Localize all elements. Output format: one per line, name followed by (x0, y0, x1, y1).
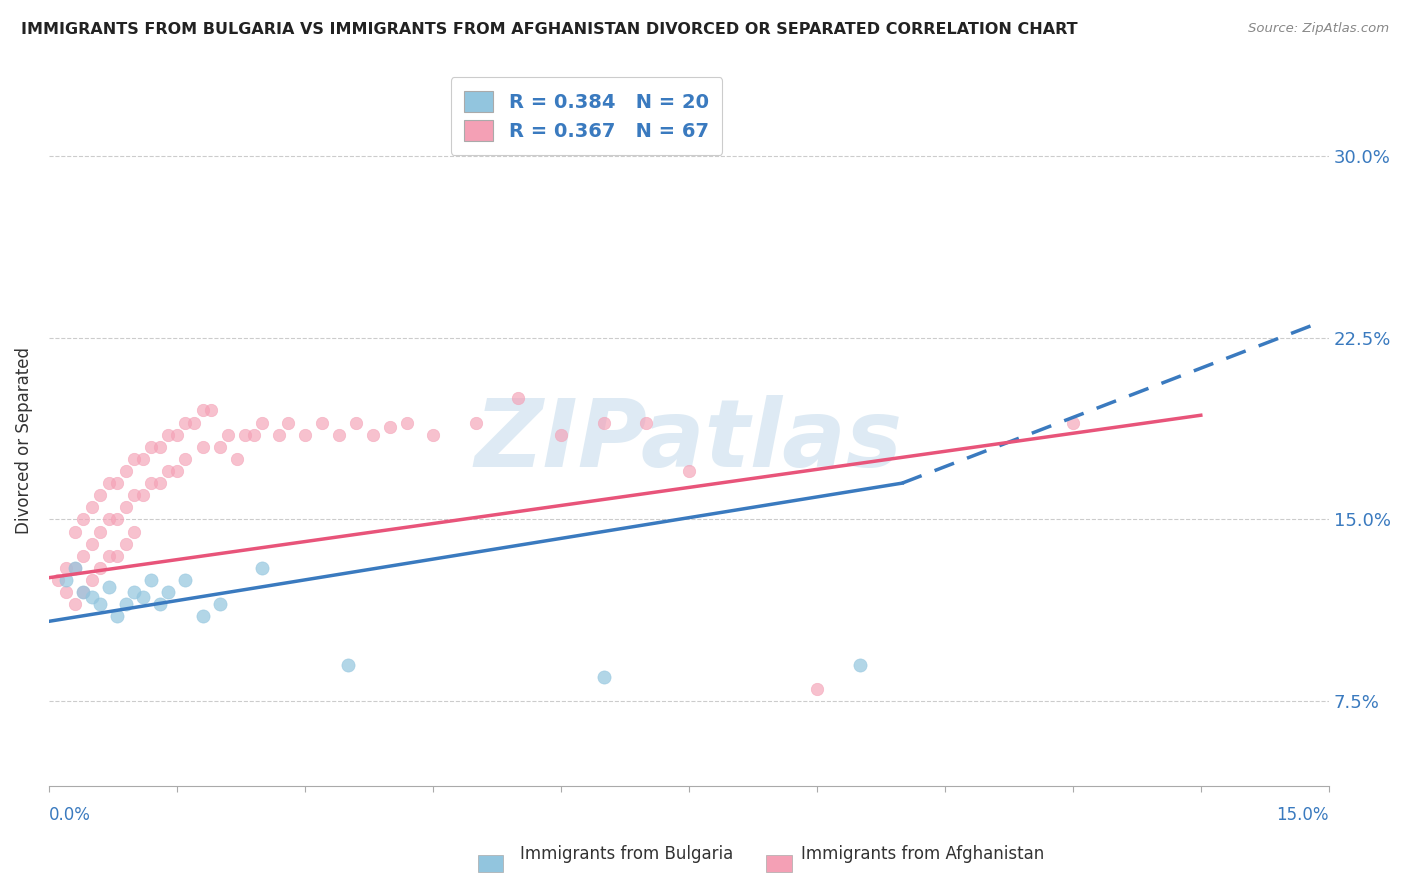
Point (233, 427, 256, 442)
Point (105, 549, 128, 563)
Point (105, 512, 128, 526)
Point (344, 416, 367, 430)
Point (636, 416, 658, 430)
Point (46, 573, 69, 587)
Point (89, 488, 111, 502)
Point (141, 440, 163, 454)
Point (149, 598, 172, 612)
Point (55, 561, 77, 575)
Point (89, 561, 111, 575)
Point (97, 549, 120, 563)
Point (80, 590, 103, 604)
Text: Source: ZipAtlas.com: Source: ZipAtlas.com (1249, 22, 1389, 36)
Point (242, 427, 264, 442)
Point (174, 416, 197, 430)
Legend: R = 0.384   N = 20, R = 0.367   N = 67: R = 0.384 N = 20, R = 0.367 N = 67 (450, 78, 723, 154)
Point (80, 573, 103, 587)
Point (157, 585, 180, 599)
Point (124, 585, 146, 599)
Point (132, 590, 155, 604)
Point (191, 440, 214, 454)
Point (217, 427, 239, 442)
Point (97, 476, 120, 491)
Point (1062, 416, 1084, 430)
Point (806, 682, 828, 697)
Point (380, 420, 402, 434)
Text: 15.0%: 15.0% (1277, 805, 1329, 823)
Point (105, 476, 128, 491)
Point (157, 464, 180, 478)
Point (63, 561, 86, 575)
Point (252, 561, 274, 575)
Text: IMMIGRANTS FROM BULGARIA VS IMMIGRANTS FROM AFGHANISTAN DIVORCED OR SEPARATED CO: IMMIGRANTS FROM BULGARIA VS IMMIGRANTS F… (21, 22, 1078, 37)
Point (114, 500, 136, 515)
Point (191, 609, 214, 624)
Point (508, 391, 530, 405)
Point (396, 416, 419, 430)
Point (132, 451, 155, 466)
Point (97, 581, 120, 595)
Point (157, 427, 180, 442)
Text: Immigrants from Bulgaria: Immigrants from Bulgaria (520, 846, 734, 863)
Point (277, 416, 299, 430)
Point (72, 512, 94, 526)
Point (848, 657, 870, 672)
Point (55, 585, 77, 599)
Point (174, 451, 197, 466)
Point (114, 464, 136, 478)
Text: 0.0%: 0.0% (49, 805, 91, 823)
Point (269, 427, 291, 442)
Point (592, 416, 614, 430)
Point (174, 573, 197, 587)
Point (294, 427, 316, 442)
Point (63, 524, 86, 539)
Point (105, 609, 128, 624)
Point (55, 573, 77, 587)
Point (97, 512, 120, 526)
Text: ZIPatlas: ZIPatlas (475, 394, 903, 487)
Point (72, 549, 94, 563)
Y-axis label: Divorced or Separated: Divorced or Separated (15, 347, 32, 534)
Point (208, 598, 231, 612)
Point (114, 537, 136, 551)
Point (311, 416, 333, 430)
Point (124, 488, 146, 502)
Point (141, 573, 163, 587)
Point (124, 524, 146, 539)
Point (200, 403, 222, 417)
Point (114, 598, 136, 612)
Point (80, 500, 103, 515)
Point (225, 451, 247, 466)
Point (361, 427, 384, 442)
Point (422, 427, 444, 442)
Point (89, 598, 111, 612)
Text: Immigrants from Afghanistan: Immigrants from Afghanistan (801, 846, 1045, 863)
Point (80, 537, 103, 551)
Point (63, 561, 86, 575)
Point (328, 427, 350, 442)
Point (592, 670, 614, 684)
Point (63, 598, 86, 612)
Point (678, 464, 700, 478)
Point (89, 524, 111, 539)
Point (141, 476, 163, 491)
Point (464, 416, 486, 430)
Point (132, 488, 155, 502)
Point (166, 464, 188, 478)
Point (72, 585, 94, 599)
Point (166, 427, 188, 442)
Point (252, 416, 274, 430)
Point (183, 416, 205, 430)
Point (124, 451, 146, 466)
Point (191, 403, 214, 417)
Point (72, 585, 94, 599)
Point (550, 427, 572, 442)
Point (208, 440, 231, 454)
Point (149, 476, 172, 491)
Point (336, 657, 359, 672)
Point (149, 440, 172, 454)
